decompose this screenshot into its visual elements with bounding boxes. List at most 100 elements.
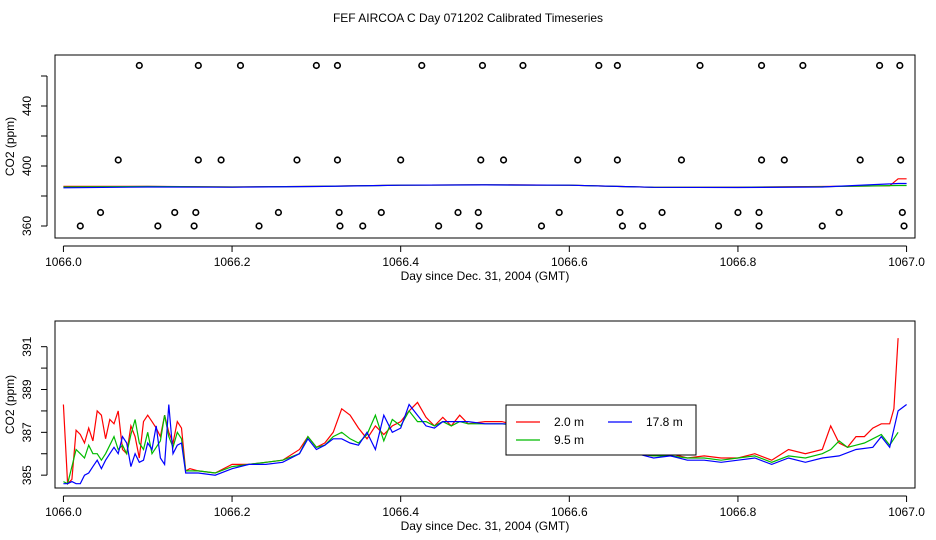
legend-label: 2.0 m xyxy=(554,415,584,429)
calibration-point xyxy=(454,208,462,217)
x-tick-label: 1066.0 xyxy=(45,505,82,519)
calibration-point xyxy=(377,208,385,217)
calibration-point xyxy=(293,156,301,164)
panel-top-calibration: 1066.0 1066.2 1066.4 1066.6 1066.8 1067.0 Day … xyxy=(3,54,925,283)
x-axis-label: Day since Dec. 31, 2004 (GMT) xyxy=(401,269,570,283)
x-tick-label: 1067.0 xyxy=(888,255,925,269)
calibration-point xyxy=(897,156,905,164)
data-layer xyxy=(62,338,907,486)
x-tick-label: 1066.8 xyxy=(720,505,757,519)
calibration-point xyxy=(757,156,766,164)
calibration-point xyxy=(618,222,627,230)
calibration-point xyxy=(875,61,884,70)
series-line-17-8-m xyxy=(63,182,907,189)
legend-box xyxy=(505,404,697,456)
calibration-point xyxy=(896,61,904,70)
calibration-point xyxy=(397,156,405,164)
calibration-point xyxy=(714,222,723,230)
calibration-point xyxy=(755,208,763,217)
calibration-point xyxy=(474,208,482,217)
calibration-point xyxy=(757,61,766,70)
y-tick-label: 440 xyxy=(20,96,34,116)
chart-title: FEF AIRCOA C Day 071202 Calibrated Times… xyxy=(333,11,603,25)
calibration-point xyxy=(333,156,342,164)
calibration-point xyxy=(898,208,906,217)
calibration-point xyxy=(274,208,283,217)
calibration-point xyxy=(477,156,485,164)
calibration-point xyxy=(190,222,198,230)
plot-frame xyxy=(54,54,916,239)
calibration-point xyxy=(478,61,487,70)
calibration-point xyxy=(696,61,704,70)
calibration-point xyxy=(359,222,367,230)
calibration-point xyxy=(658,208,666,217)
calibration-point xyxy=(135,61,143,70)
calibration-point xyxy=(613,156,621,164)
calibration-point xyxy=(333,61,342,70)
calibration-point xyxy=(900,222,908,230)
x-tick-label: 1066.4 xyxy=(382,255,419,269)
calibration-point xyxy=(734,208,742,217)
data-layer xyxy=(63,178,907,189)
calibration-point xyxy=(780,156,788,164)
calibration-point xyxy=(499,156,508,164)
calibration-point xyxy=(856,156,864,164)
x-tick-label: 1066.2 xyxy=(214,255,251,269)
y-tick-label: 400 xyxy=(20,156,34,176)
calibration-point xyxy=(96,208,105,217)
calibration-point xyxy=(114,156,122,164)
calibration-point xyxy=(335,208,343,217)
calibration-point xyxy=(677,156,686,164)
calibration-point xyxy=(255,222,263,230)
calibration-point xyxy=(336,222,344,230)
calibration-point xyxy=(435,222,443,230)
x-tick-label: 1066.4 xyxy=(382,505,419,519)
x-tick-label: 1066.0 xyxy=(45,255,82,269)
calibration-point xyxy=(639,222,647,230)
y-tick-label: 360 xyxy=(20,216,34,236)
y-axis-label: CO2 (ppm) xyxy=(3,375,17,434)
y-tick-label: 387 xyxy=(20,422,34,442)
calibration-point xyxy=(595,61,603,70)
panel-bottom-timeseries: 1066.0 1066.2 1066.4 1066.6 1066.8 1067.0 Day … xyxy=(3,320,925,533)
series-line-17-8-m xyxy=(63,403,907,485)
series-line-9-5-m xyxy=(63,409,899,485)
calibration-point xyxy=(194,61,202,70)
calibration-point xyxy=(519,61,527,70)
legend-label: 17.8 m xyxy=(646,415,683,429)
x-tick-label: 1066.6 xyxy=(551,505,588,519)
calibration-point xyxy=(76,222,84,230)
x-tick-label: 1066.2 xyxy=(214,505,251,519)
calibration-point xyxy=(171,208,179,217)
calibration-point xyxy=(616,208,624,217)
calibration-point xyxy=(475,222,483,230)
calibration-point xyxy=(555,208,563,217)
calibration-point xyxy=(194,156,202,164)
series-line-2-0-m xyxy=(63,178,907,188)
x-axis-label: Day since Dec. 31, 2004 (GMT) xyxy=(401,519,570,533)
y-axis-label: CO2 (ppm) xyxy=(3,117,17,176)
calibration-point xyxy=(192,208,200,217)
x-tick-label: 1066.6 xyxy=(551,255,588,269)
calibration-point xyxy=(799,61,807,70)
y-tick-label: 391 xyxy=(20,336,34,356)
calibration-point xyxy=(613,61,621,70)
plot-frame xyxy=(54,320,916,489)
calibration-point xyxy=(574,156,582,164)
calibration-point xyxy=(418,61,426,70)
calibration-point xyxy=(236,61,245,70)
calibration-point xyxy=(755,222,763,230)
x-tick-label: 1067.0 xyxy=(888,505,925,519)
calibration-point xyxy=(537,222,546,230)
y-tick-label: 385 xyxy=(20,465,34,485)
calibration-point xyxy=(312,61,320,70)
legend-label: 9.5 m xyxy=(554,433,584,447)
calibration-point xyxy=(217,156,225,164)
calibration-point xyxy=(154,222,162,230)
series-line-2-0-m xyxy=(62,338,899,486)
y-tick-label: 389 xyxy=(20,379,34,399)
calibration-point xyxy=(835,208,843,217)
calibration-point xyxy=(818,222,826,230)
x-tick-label: 1066.8 xyxy=(720,255,757,269)
